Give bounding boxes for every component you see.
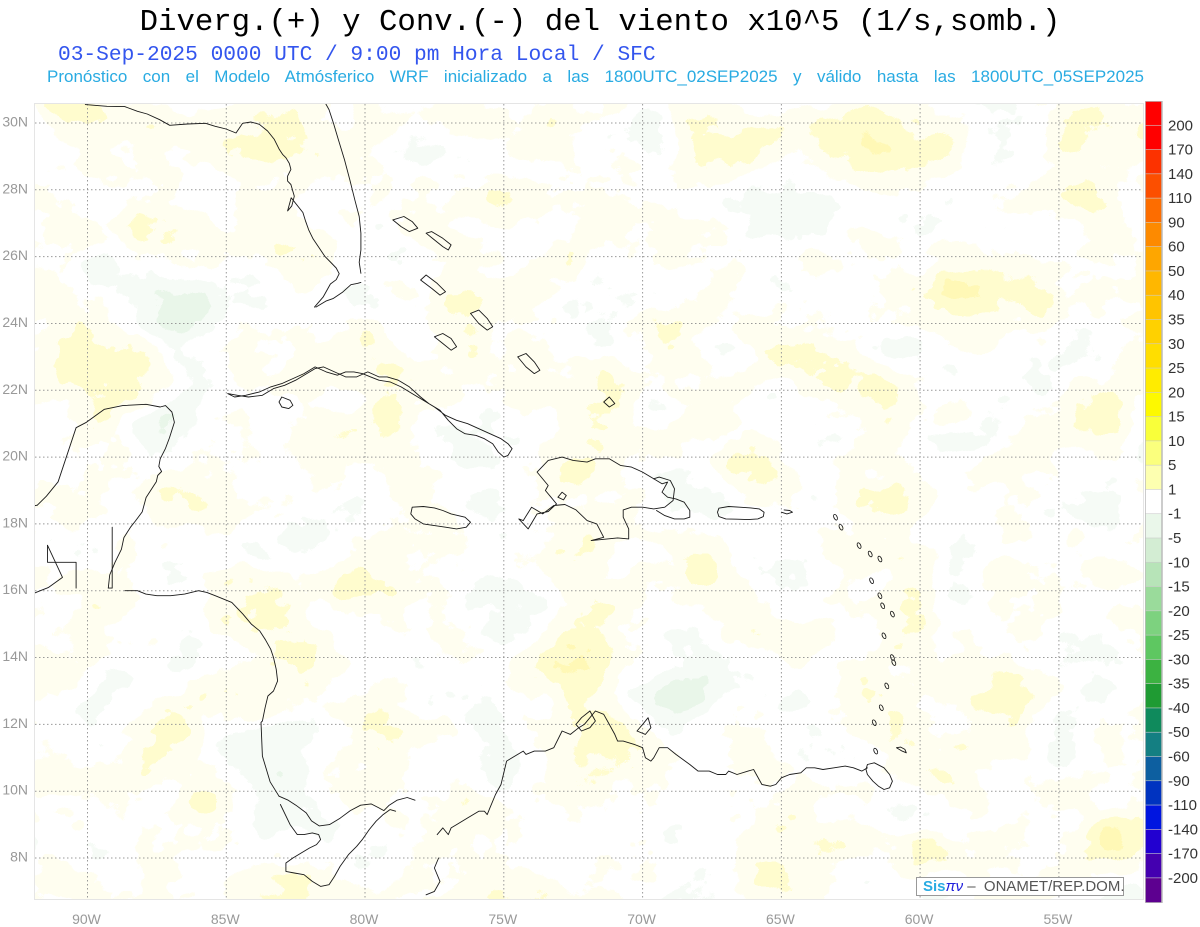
svg-text:80W: 80W	[350, 911, 380, 927]
svg-text:90W: 90W	[72, 911, 102, 927]
svg-text:170: 170	[1168, 141, 1193, 158]
svg-text:85W: 85W	[211, 911, 241, 927]
svg-text:65W: 65W	[766, 911, 796, 927]
svg-text:-20: -20	[1168, 603, 1190, 620]
svg-text:40: 40	[1168, 287, 1185, 304]
svg-text:20N: 20N	[2, 448, 28, 464]
svg-text:110: 110	[1168, 190, 1192, 207]
svg-text:35: 35	[1168, 311, 1185, 328]
svg-text:14N: 14N	[2, 648, 28, 664]
svg-text:60: 60	[1168, 238, 1185, 255]
svg-text:20: 20	[1168, 384, 1185, 401]
svg-text:-10: -10	[1168, 554, 1190, 571]
svg-text:70W: 70W	[627, 911, 657, 927]
svg-text:-25: -25	[1168, 627, 1190, 644]
svg-text:24N: 24N	[2, 314, 28, 330]
svg-text:60W: 60W	[905, 911, 935, 927]
svg-text:200: 200	[1168, 117, 1193, 134]
svg-text:75W: 75W	[488, 911, 518, 927]
svg-text:-40: -40	[1168, 700, 1190, 717]
svg-text:10N: 10N	[2, 782, 28, 798]
svg-text:-5: -5	[1168, 530, 1181, 547]
svg-text:1: 1	[1168, 481, 1176, 498]
svg-text:-1: -1	[1168, 506, 1181, 523]
svg-text:55W: 55W	[1044, 911, 1074, 927]
svg-text:-170: -170	[1168, 845, 1198, 862]
svg-text:15: 15	[1168, 408, 1185, 425]
svg-text:90: 90	[1168, 214, 1185, 231]
svg-text:16N: 16N	[2, 581, 28, 597]
svg-text:-50: -50	[1168, 724, 1190, 741]
svg-text:-15: -15	[1168, 578, 1190, 595]
svg-text:18N: 18N	[2, 514, 28, 530]
svg-text:-30: -30	[1168, 651, 1190, 668]
svg-text:30: 30	[1168, 336, 1185, 353]
svg-text:25: 25	[1168, 360, 1185, 377]
svg-text:26N: 26N	[2, 247, 28, 263]
svg-text:30N: 30N	[2, 114, 28, 130]
svg-text:8N: 8N	[10, 849, 28, 865]
svg-text:140: 140	[1168, 166, 1193, 183]
svg-text:-140: -140	[1168, 821, 1198, 838]
svg-text:-90: -90	[1168, 773, 1190, 790]
svg-text:22N: 22N	[2, 381, 28, 397]
svg-text:50: 50	[1168, 263, 1185, 280]
svg-text:5: 5	[1168, 457, 1176, 474]
svg-text:-110: -110	[1168, 797, 1197, 814]
svg-text:10: 10	[1168, 433, 1185, 450]
svg-text:-60: -60	[1168, 748, 1190, 765]
svg-text:28N: 28N	[2, 180, 28, 196]
svg-text:12N: 12N	[2, 715, 28, 731]
svg-text:-200: -200	[1168, 870, 1198, 887]
svg-text:-35: -35	[1168, 675, 1190, 692]
